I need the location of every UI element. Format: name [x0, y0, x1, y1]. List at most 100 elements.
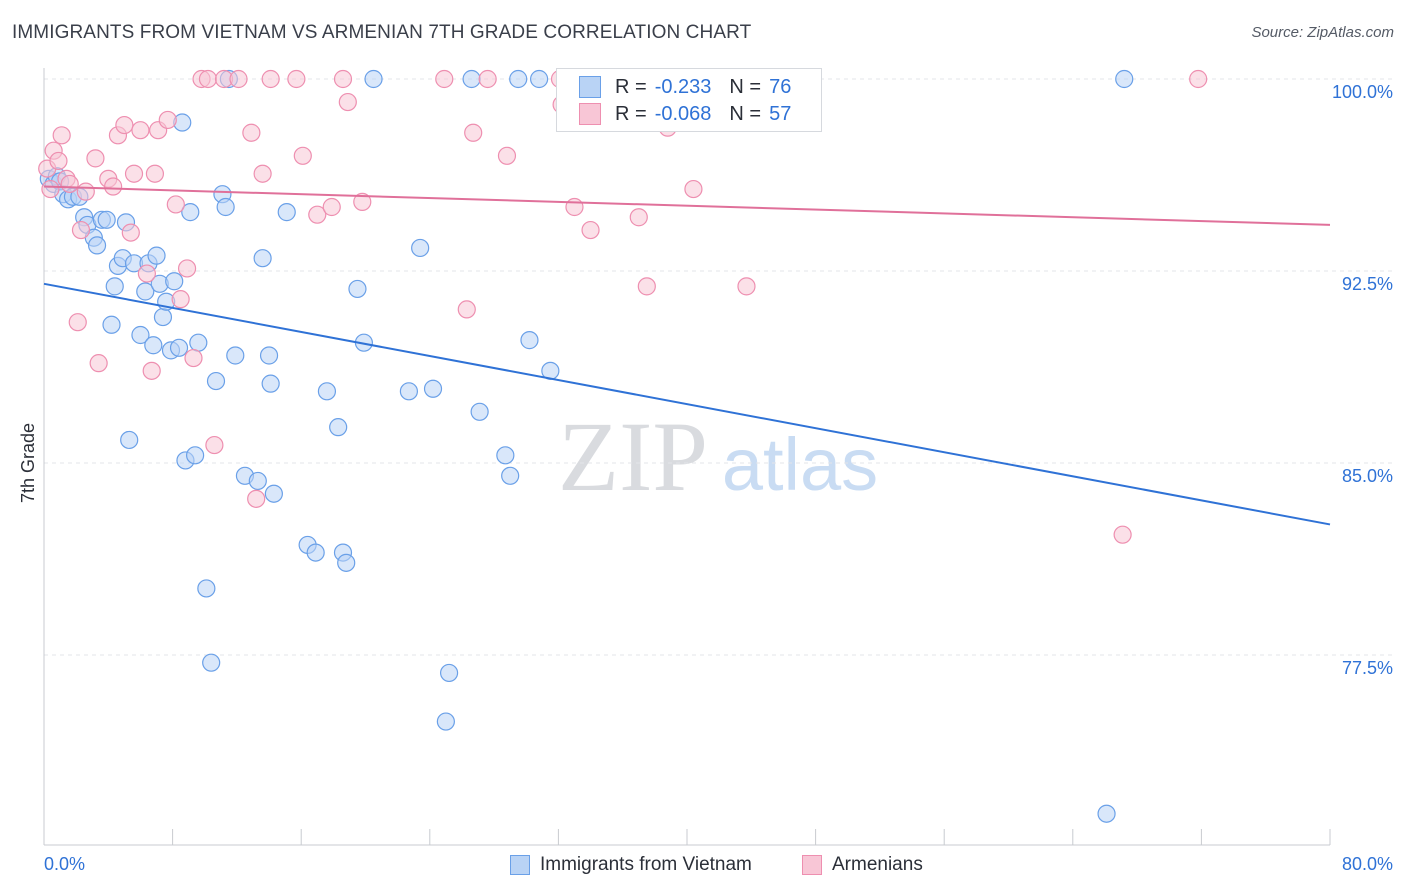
- armenians-point: [737, 277, 756, 296]
- vietnam-point: [136, 282, 155, 301]
- gridlines: [44, 78, 1395, 656]
- bottom-legend-label: Immigrants from Vietnam: [540, 854, 752, 875]
- vietnam-point: [264, 484, 283, 503]
- vietnam-point: [97, 210, 116, 229]
- vietnam-point: [189, 333, 208, 352]
- armenians-point: [60, 174, 79, 194]
- armenians-point: [637, 277, 656, 296]
- armenians-point: [247, 489, 266, 508]
- vietnam-point: [329, 418, 348, 437]
- armenians-point: [287, 69, 306, 89]
- vietnam-point: [348, 279, 367, 299]
- armenians-point: [457, 300, 476, 319]
- legend-r-value: -0.233: [654, 75, 712, 98]
- vietnam-point: [423, 379, 443, 398]
- armenians-point: [464, 123, 483, 142]
- armenians-point: [71, 220, 91, 240]
- armenians-point: [322, 197, 341, 217]
- stats-legend: R = -0.233 N = 76 R = -0.068 N = 57: [556, 68, 822, 132]
- vietnam-point: [102, 315, 121, 334]
- armenians-point: [242, 123, 261, 142]
- armenians-point: [68, 313, 87, 332]
- vietnam-point: [520, 331, 539, 350]
- armenians-point: [293, 146, 312, 165]
- vietnam-trend-line: [43, 282, 1331, 526]
- armenians-point: [137, 264, 156, 283]
- armenians-point: [115, 115, 134, 135]
- vietnam-point: [259, 346, 279, 365]
- tick-labels: 77.5% 85.0% 92.5% 100.0% 0.0% 80.0%: [44, 82, 1393, 874]
- vietnam-point: [186, 446, 205, 465]
- vietnam-point: [436, 712, 455, 731]
- y-tick-label: 100.0%: [1332, 82, 1393, 102]
- x-tick-label: 0.0%: [44, 854, 85, 874]
- armenians-point: [104, 177, 123, 196]
- vietnam-point: [399, 382, 419, 401]
- vietnam-point: [206, 371, 226, 391]
- armenians-point: [89, 354, 108, 373]
- armenians-point: [49, 151, 68, 171]
- vietnam-point: [144, 336, 163, 355]
- y-tick-label: 85.0%: [1342, 466, 1393, 486]
- armenians-point: [229, 69, 248, 89]
- vietnam-point: [197, 579, 216, 598]
- armenians-point: [142, 361, 161, 380]
- vietnam-point: [169, 338, 189, 357]
- vietnam-point: [1115, 69, 1134, 89]
- vietnam-point: [216, 197, 235, 217]
- vietnam-point: [165, 272, 184, 291]
- armenians-point: [261, 69, 280, 89]
- vietnam-point: [364, 69, 383, 89]
- armenians-point: [1113, 525, 1132, 544]
- armenians-point: [581, 220, 600, 240]
- legend-n-label: N =: [729, 75, 762, 98]
- y-tick-label: 77.5%: [1342, 658, 1393, 678]
- armenians-point: [684, 179, 703, 199]
- legend-row-vietnam: R = -0.233 N = 76: [557, 73, 791, 101]
- legend-n-value: 76: [769, 75, 792, 98]
- watermark-atlas: atlas: [722, 423, 878, 506]
- bottom-legend-swatch-vietnam: [510, 855, 530, 875]
- vietnam-point: [501, 466, 520, 485]
- vietnam-point: [470, 402, 489, 421]
- vietnam-point: [439, 663, 459, 683]
- armenians-point: [41, 179, 60, 199]
- vietnam-point: [496, 446, 515, 465]
- chart-title: IMMIGRANTS FROM VIETNAM VS ARMENIAN 7TH …: [12, 22, 752, 43]
- armenians-point: [171, 290, 190, 309]
- armenians-point: [131, 121, 150, 140]
- legend-r-value: -0.068: [654, 102, 712, 125]
- bottom-legend-swatch-armenians: [802, 855, 822, 875]
- armenians-point: [565, 197, 584, 217]
- bottom-legend-vietnam: Immigrants from Vietnam: [510, 852, 752, 878]
- vietnam-point: [105, 277, 124, 296]
- armenians-point: [353, 192, 372, 211]
- vietnam-point: [261, 374, 280, 393]
- vietnam-point: [306, 543, 325, 562]
- armenians-point: [1189, 69, 1208, 89]
- vietnam-point: [153, 307, 173, 327]
- armenians-point: [629, 208, 648, 227]
- vietnam-point: [253, 249, 272, 268]
- armenians-point: [308, 205, 327, 224]
- legend-n-label: N =: [729, 102, 762, 125]
- armenians-point: [166, 195, 185, 214]
- vietnam-point: [277, 203, 296, 222]
- armenians-point: [52, 126, 71, 145]
- bottom-legend-label: Armenians: [832, 854, 923, 875]
- armenians-point: [333, 69, 353, 89]
- vietnam-point: [317, 382, 337, 401]
- vietnam-point: [337, 553, 356, 572]
- armenians-point: [253, 164, 272, 183]
- legend-swatch-armenians: [579, 103, 601, 125]
- armenians-trend-line: [43, 185, 1331, 226]
- vietnam-point: [248, 471, 267, 491]
- armenians-point: [158, 110, 177, 130]
- armenians-point: [86, 149, 105, 168]
- bottom-legend-armenians: Armenians: [802, 852, 923, 878]
- vietnam-point: [131, 325, 150, 345]
- armenians-point: [478, 69, 497, 89]
- vietnam-point: [509, 69, 528, 89]
- vietnam-point: [181, 203, 200, 222]
